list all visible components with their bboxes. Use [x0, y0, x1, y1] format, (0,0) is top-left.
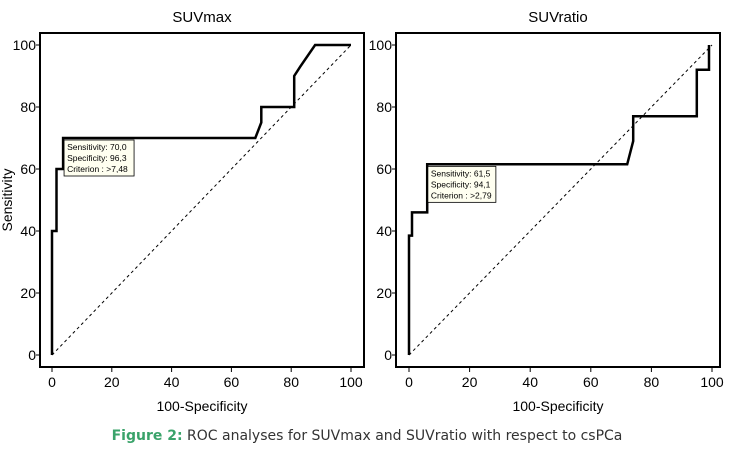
caption-text: ROC analyses for SUVmax and SUVratio wit… — [187, 428, 623, 444]
chart-title: SUVratio — [528, 9, 587, 26]
roc-panel-2: SUVratio 0 20 40 60 80 100 0 20 40 60 80 100 100-Spec… — [369, 9, 724, 414]
y-tick-label: 80 — [20, 99, 36, 115]
y-tick-label: 0 — [384, 347, 392, 363]
y-axis-label: Sensitivity — [0, 168, 15, 231]
x-tick-label: 100 — [700, 374, 724, 390]
criterion-tooltip-line: Criterion : >2,79 — [431, 190, 492, 200]
x-tick-label: 80 — [644, 374, 660, 390]
x-tick-label: 40 — [522, 374, 538, 390]
roc-curve — [407, 45, 711, 355]
roc-curve — [50, 43, 351, 355]
criterion-tooltip-line: Specificity: 96,3 — [67, 153, 127, 163]
x-tick-label: 40 — [164, 374, 180, 390]
criterion-tooltip-line: Sensitivity: 70,0 — [67, 142, 127, 152]
x-tick-label: 20 — [104, 374, 120, 390]
criterion-tooltip-box — [63, 139, 135, 177]
x-axis-label: 100-Specificity — [512, 398, 603, 414]
figure-caption: Figure 2: ROC analyses for SUVmax and SU… — [0, 428, 734, 444]
y-tick-label: 100 — [13, 37, 37, 53]
caption-label: Figure 2: — [111, 428, 183, 444]
x-tick-label: 60 — [583, 374, 599, 390]
y-tick-label: 60 — [20, 161, 36, 177]
plot-frame — [39, 32, 365, 368]
diagonal-reference-line — [51, 44, 352, 356]
chart-title: SUVmax — [172, 9, 232, 26]
x-tick-label: 60 — [224, 374, 240, 390]
criterion-tooltip-line: Specificity: 94,1 — [431, 179, 491, 189]
y-tick-label: 20 — [20, 285, 36, 301]
criterion-tooltip-line: Sensitivity: 61,5 — [431, 168, 491, 178]
y-tick-label: 60 — [376, 161, 392, 177]
x-tick-label: 20 — [462, 374, 478, 390]
y-tick-label: 80 — [376, 99, 392, 115]
y-tick-label: 40 — [376, 223, 392, 239]
criterion-tooltip-box — [427, 165, 497, 203]
roc-panel-1: SUVmax 0 20 40 60 80 100 0 20 40 60 80 100 100-Specif… — [0, 9, 365, 414]
roc-figure: SUVmax 0 20 40 60 80 100 0 20 40 60 80 100 100-Specif… — [0, 9, 724, 414]
x-axis-label: 100-Specificity — [156, 398, 247, 414]
y-tick-label: 40 — [20, 223, 36, 239]
y-tick-label: 100 — [369, 37, 393, 53]
x-tick-label: 0 — [48, 374, 56, 390]
x-tick-label: 80 — [283, 374, 299, 390]
y-tick-label: 20 — [376, 285, 392, 301]
x-tick-label: 0 — [405, 374, 413, 390]
x-tick-label: 100 — [339, 374, 363, 390]
diagonal-reference-line — [408, 44, 713, 356]
y-tick-label: 0 — [28, 347, 36, 363]
criterion-tooltip-line: Criterion : >7,48 — [67, 164, 128, 174]
